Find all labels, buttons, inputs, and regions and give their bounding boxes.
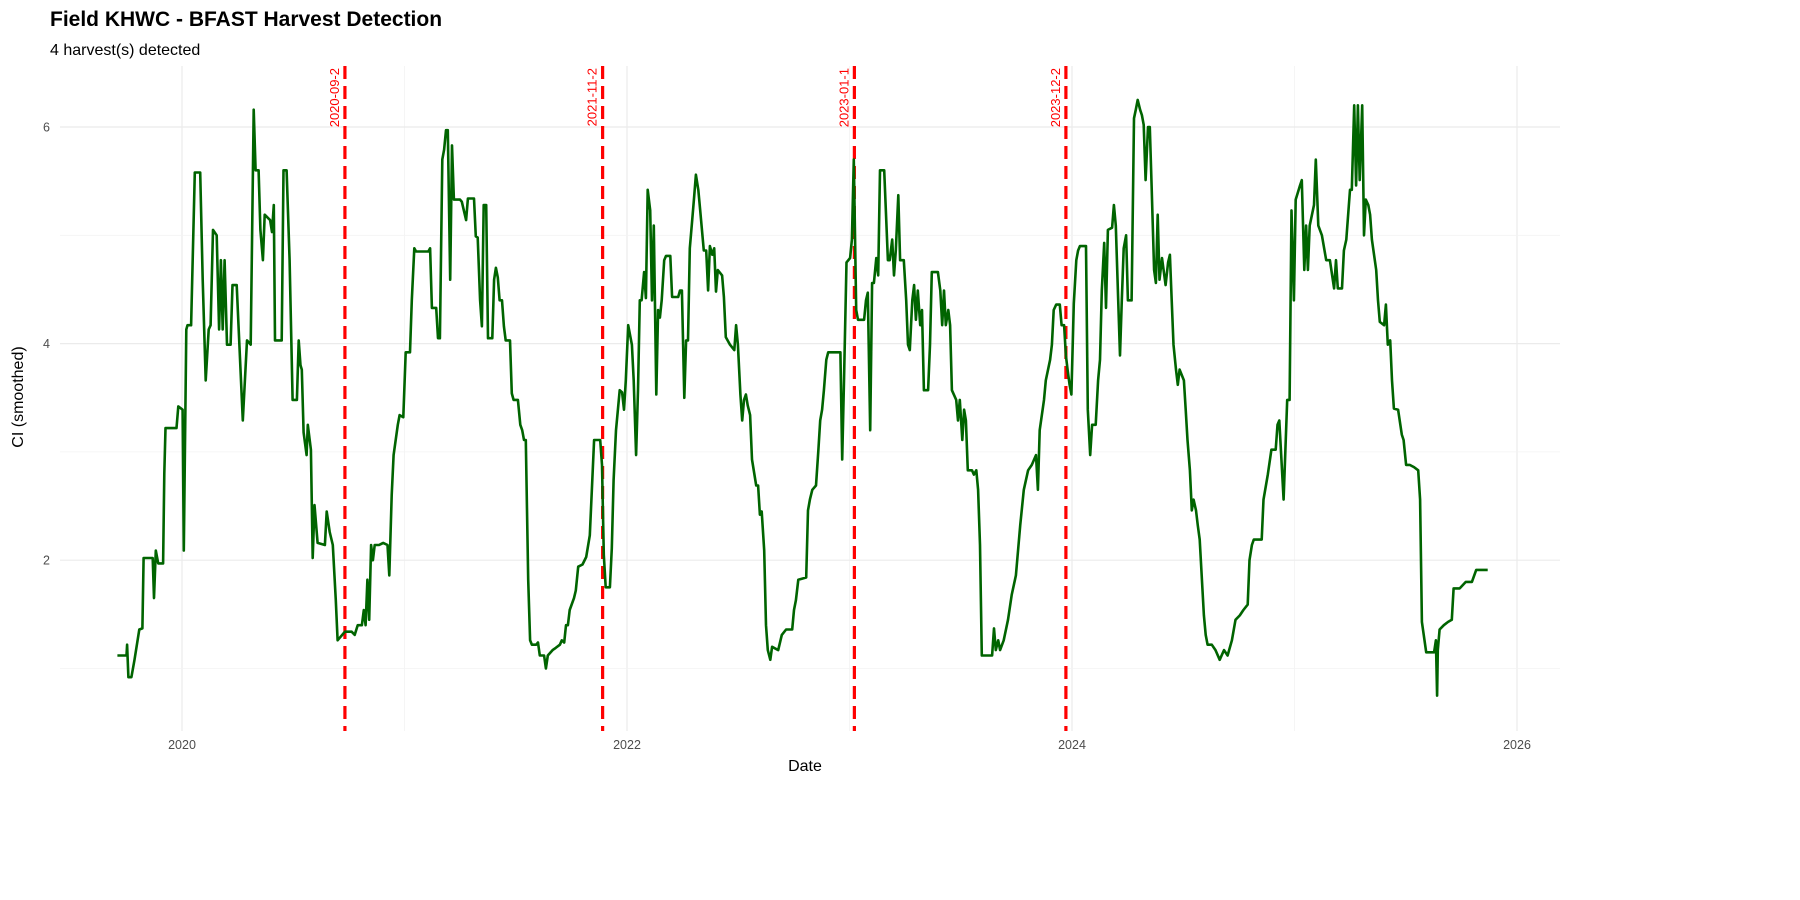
grid <box>60 66 1560 731</box>
y-tick-label: 2 <box>43 554 50 568</box>
y-axis-ticks: 2 4 6 <box>43 121 50 568</box>
harvest-labels: 2020-09-2 2021-11-2 2023-01-1 2023-12-2 <box>327 68 1063 127</box>
series-line-ci <box>117 98 1488 697</box>
chart-title: Field KHWC - BFAST Harvest Detection <box>50 8 442 31</box>
harvest-label: 2023-12-2 <box>1048 68 1063 127</box>
y-tick-label: 6 <box>43 121 50 135</box>
harvest-label: 2020-09-2 <box>327 68 342 127</box>
x-axis-title: Date <box>788 758 822 775</box>
y-tick-label: 4 <box>43 337 50 351</box>
x-axis-ticks: 2020 2022 2024 2026 <box>168 738 1531 752</box>
y-axis-title: CI (smoothed) <box>10 346 27 447</box>
x-tick-label: 2024 <box>1058 738 1086 752</box>
harvest-label: 2023-01-1 <box>836 68 851 127</box>
x-tick-label: 2026 <box>1503 738 1531 752</box>
x-tick-label: 2020 <box>168 738 196 752</box>
harvest-label: 2021-11-2 <box>585 68 600 126</box>
chart-subtitle: 4 harvest(s) detected <box>50 42 200 59</box>
x-tick-label: 2022 <box>613 738 641 752</box>
